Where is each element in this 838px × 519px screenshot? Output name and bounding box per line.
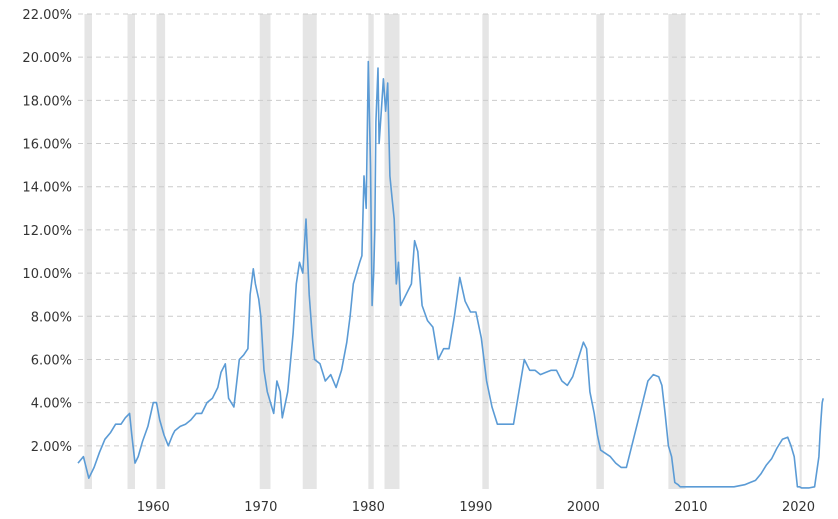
recession-band (127, 14, 135, 489)
x-tick-label: 1980 (352, 500, 385, 515)
y-tick-label: 16.00% (22, 138, 72, 153)
recession-band (596, 14, 604, 489)
x-tick-label: 1970 (244, 500, 277, 515)
recession-band (156, 14, 166, 489)
x-axis-ticks: 1960 1970 1980 1990 2000 2010 2020 (137, 500, 815, 515)
recession-band (384, 14, 400, 489)
y-tick-label: 10.00% (22, 267, 72, 282)
recession-band (302, 14, 317, 489)
y-tick-label: 6.00% (31, 353, 72, 368)
rate-series-line (77, 60, 824, 489)
recession-band (799, 14, 802, 489)
y-tick-label: 22.00% (22, 8, 72, 23)
recession-band (259, 14, 271, 489)
x-tick-label: 2010 (674, 500, 707, 515)
x-tick-label: 2000 (567, 500, 600, 515)
y-tick-label: 18.00% (22, 94, 72, 109)
y-tick-label: 20.00% (22, 51, 72, 66)
recession-band (668, 14, 686, 489)
y-axis-ticks: 2.00% 4.00% 6.00% 8.00% 10.00% 12.00% 14.00% 16… (22, 8, 72, 455)
y-tick-label: 8.00% (31, 310, 72, 325)
y-tick-label: 12.00% (22, 224, 72, 239)
y-tick-label: 2.00% (31, 440, 72, 455)
recession-band (84, 14, 92, 489)
gridlines (78, 13, 820, 447)
x-tick-label: 1990 (459, 500, 492, 515)
y-tick-label: 4.00% (31, 397, 72, 412)
x-tick-label: 1960 (137, 500, 170, 515)
y-tick-label: 14.00% (22, 181, 72, 196)
recession-band (482, 14, 489, 489)
x-tick-label: 2020 (782, 500, 815, 515)
